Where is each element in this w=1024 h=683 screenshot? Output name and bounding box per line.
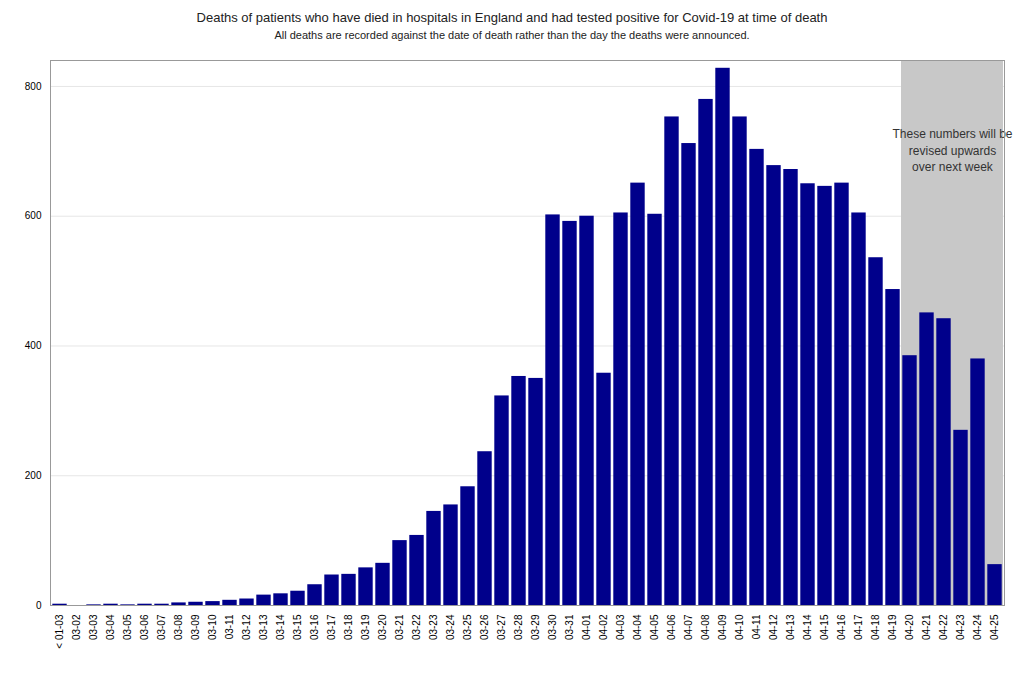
svg-text:03-04: 03-04 bbox=[105, 614, 116, 640]
svg-text:03-08: 03-08 bbox=[173, 614, 184, 640]
svg-text:03-28: 03-28 bbox=[513, 614, 524, 640]
svg-text:04-22: 04-22 bbox=[938, 614, 949, 640]
svg-text:200: 200 bbox=[25, 470, 42, 481]
svg-text:03-11: 03-11 bbox=[224, 614, 235, 639]
svg-text:04-09: 04-09 bbox=[717, 614, 728, 640]
svg-text:04-20: 04-20 bbox=[904, 614, 915, 640]
svg-text:04-18: 04-18 bbox=[870, 614, 881, 640]
svg-text:0: 0 bbox=[36, 600, 42, 611]
svg-text:04-25: 04-25 bbox=[989, 614, 1000, 640]
svg-text:03-05: 03-05 bbox=[122, 614, 133, 640]
svg-text:03-24: 03-24 bbox=[445, 614, 456, 640]
svg-text:03-16: 03-16 bbox=[309, 614, 320, 640]
svg-text:04-17: 04-17 bbox=[853, 614, 864, 640]
svg-text:03-07: 03-07 bbox=[156, 614, 167, 640]
svg-text:04-15: 04-15 bbox=[819, 614, 830, 640]
svg-text:04-14: 04-14 bbox=[802, 614, 813, 640]
html-text:All deaths are recorded agains: All deaths are recorded against the date… bbox=[274, 29, 750, 41]
svg-text:03-19: 03-19 bbox=[360, 614, 371, 640]
svg-text:03-29: 03-29 bbox=[530, 614, 541, 640]
svg-text:03-30: 03-30 bbox=[547, 614, 558, 640]
svg-text:04-13: 04-13 bbox=[785, 614, 796, 640]
svg-text:03-17: 03-17 bbox=[326, 614, 337, 640]
svg-text:03-15: 03-15 bbox=[292, 614, 303, 640]
svg-text:03-25: 03-25 bbox=[462, 614, 473, 640]
svg-text:04-05: 04-05 bbox=[649, 614, 660, 640]
svg-text:04-11: 04-11 bbox=[751, 614, 762, 639]
svg-text:03-09: 03-09 bbox=[190, 614, 201, 640]
svg-text:< 01-03: < 01-03 bbox=[54, 614, 65, 649]
svg-text:04-08: 04-08 bbox=[700, 614, 711, 640]
svg-text:04-21: 04-21 bbox=[921, 614, 932, 640]
svg-text:04-02: 04-02 bbox=[598, 614, 609, 640]
svg-text:03-13: 03-13 bbox=[258, 614, 269, 640]
svg-text:03-03: 03-03 bbox=[88, 614, 99, 640]
svg-text:04-16: 04-16 bbox=[836, 614, 847, 640]
svg-text:04-04: 04-04 bbox=[632, 614, 643, 640]
svg-text:04-06: 04-06 bbox=[666, 614, 677, 640]
svg-text:04-24: 04-24 bbox=[972, 614, 983, 640]
svg-text:03-26: 03-26 bbox=[479, 614, 490, 640]
html-text:Deaths of patients who have di: Deaths of patients who have died in hosp… bbox=[196, 10, 828, 25]
svg-text:03-22: 03-22 bbox=[411, 614, 422, 640]
svg-text:03-21: 03-21 bbox=[394, 614, 405, 640]
svg-text:03-14: 03-14 bbox=[275, 614, 286, 640]
svg-text:04-10: 04-10 bbox=[734, 614, 745, 640]
svg-text:04-03: 04-03 bbox=[615, 614, 626, 640]
svg-text:800: 800 bbox=[25, 81, 42, 92]
svg-text:These numbers will berevised u: These numbers will berevised upwardsover… bbox=[892, 127, 1012, 175]
svg-text:04-07: 04-07 bbox=[683, 614, 694, 640]
svg-text:03-18: 03-18 bbox=[343, 614, 354, 640]
svg-text:03-27: 03-27 bbox=[496, 614, 507, 640]
svg-text:03-06: 03-06 bbox=[139, 614, 150, 640]
svg-text:400: 400 bbox=[25, 340, 42, 351]
svg-text:04-12: 04-12 bbox=[768, 614, 779, 640]
svg-text:03-10: 03-10 bbox=[207, 614, 218, 640]
svg-text:03-20: 03-20 bbox=[377, 614, 388, 640]
svg-text:04-19: 04-19 bbox=[887, 614, 898, 640]
svg-text:04-01: 04-01 bbox=[581, 614, 592, 640]
svg-text:04-23: 04-23 bbox=[955, 614, 966, 640]
svg-text:03-02: 03-02 bbox=[71, 614, 82, 640]
svg-text:03-23: 03-23 bbox=[428, 614, 439, 640]
svg-text:03-31: 03-31 bbox=[564, 614, 575, 640]
svg-text:03-12: 03-12 bbox=[241, 614, 252, 640]
svg-text:600: 600 bbox=[25, 210, 42, 221]
